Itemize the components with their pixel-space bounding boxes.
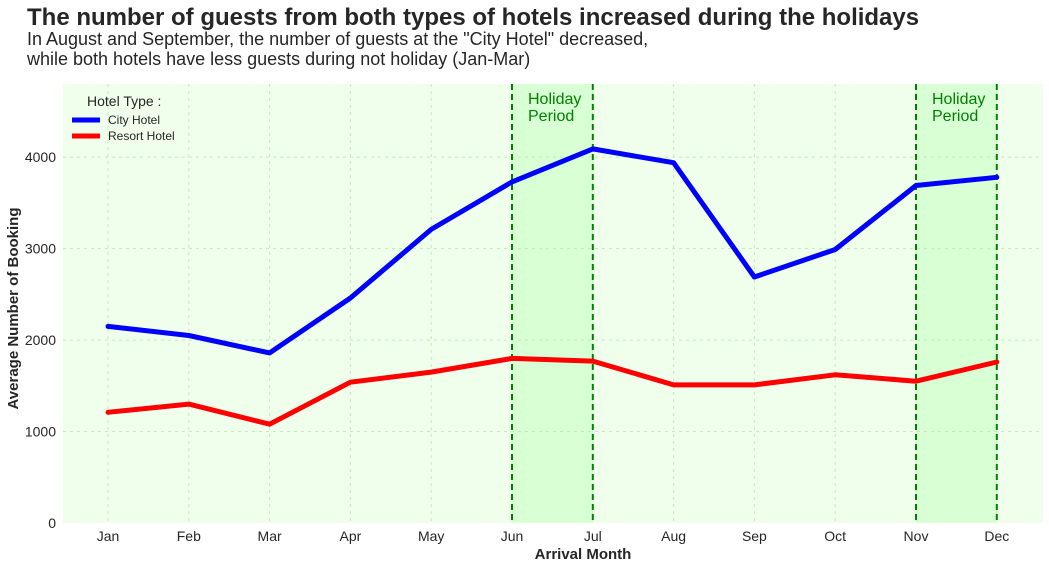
chart-title: The number of guests from both types of …	[27, 4, 920, 31]
holiday-boundaries	[511, 84, 998, 523]
x-tick-label: Jun	[501, 528, 524, 544]
legend-title: Hotel Type :	[87, 93, 161, 109]
holiday-annotation-line: Period	[932, 108, 978, 125]
y-tick-label: 4000	[25, 149, 56, 165]
y-tick-label: 1000	[25, 424, 56, 440]
y-tick-label: 2000	[25, 332, 56, 348]
x-tick-label: Oct	[824, 528, 846, 544]
series-line-resort-hotel	[105, 355, 1000, 427]
subtitle-line: In August and September, the number of g…	[27, 29, 649, 49]
chart-subtitle: In August and September, the number of g…	[27, 29, 648, 69]
y-axis-ticks: 0 1000 2000 3000 4000	[25, 149, 56, 531]
x-tick-label: Jan	[97, 528, 120, 544]
x-tick-label: Dec	[984, 528, 1009, 544]
legend: Hotel Type : City Hotel Resort Hotel	[72, 93, 175, 143]
x-tick-label: May	[418, 528, 444, 544]
x-axis-label: Arrival Month	[535, 546, 632, 563]
series-line-city-hotel	[105, 146, 1000, 356]
legend-entry: Resort Hotel	[108, 129, 175, 143]
x-tick-label: Aug	[661, 528, 686, 544]
x-axis-ticks: Jan Feb Mar Apr May Jun Jul Aug Sep Oct Nov Dec	[97, 528, 1010, 544]
y-tick-label: 3000	[25, 241, 56, 257]
x-tick-label: Sep	[742, 528, 767, 544]
y-tick-label: 0	[48, 515, 56, 531]
series	[105, 146, 1000, 427]
x-tick-label: Jul	[584, 528, 602, 544]
holiday-annotation: Holiday Period	[528, 91, 581, 125]
holiday-annotation: Holiday Period	[932, 91, 985, 125]
x-tick-label: Feb	[177, 528, 201, 544]
subtitle-line: while both hotels have less guests durin…	[27, 49, 531, 69]
legend-entry: City Hotel	[108, 113, 160, 127]
holiday-span	[916, 84, 997, 523]
holiday-annotation-line: Holiday	[528, 91, 581, 108]
x-tick-label: Mar	[258, 528, 282, 544]
holiday-annotation-line: Period	[528, 108, 574, 125]
holiday-annotation-line: Holiday	[932, 91, 985, 108]
x-tick-label: Nov	[904, 528, 929, 544]
x-tick-label: Apr	[340, 528, 362, 544]
holiday-span	[512, 84, 593, 523]
holiday-periods	[512, 84, 997, 523]
y-axis-label: Average Number of Booking	[5, 208, 22, 410]
